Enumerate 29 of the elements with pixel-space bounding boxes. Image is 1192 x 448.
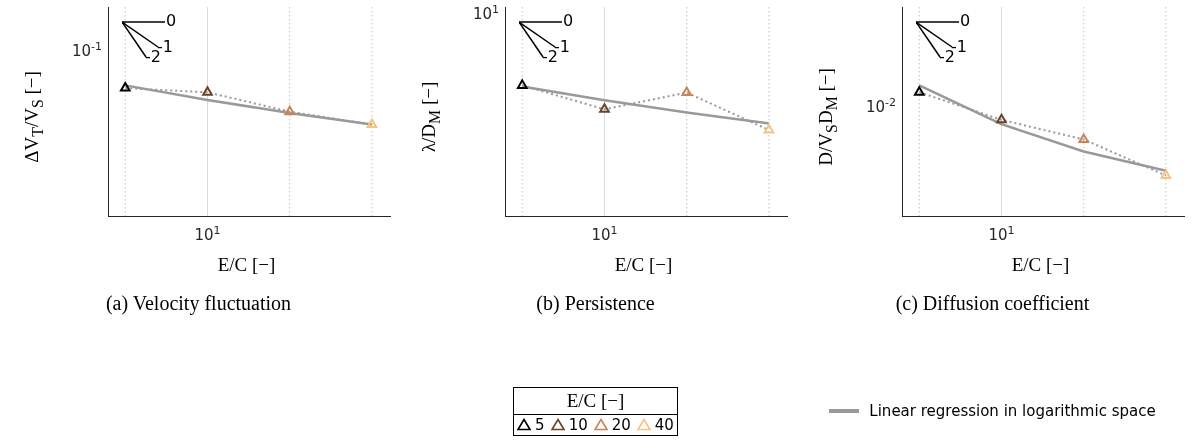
point bbox=[681, 86, 693, 97]
point bbox=[1160, 169, 1172, 180]
point bbox=[599, 103, 610, 113]
text: (a) Velocity fluctuation bbox=[104, 292, 293, 315]
x-axis-title: E/C [−] bbox=[216, 254, 277, 276]
point bbox=[996, 113, 1007, 124]
category-label: 40 bbox=[654, 415, 674, 434]
slope-fan: 0 -1 -2 bbox=[519, 14, 579, 66]
category-label: 10 bbox=[568, 415, 588, 434]
slope-fan: 0 -1 -2 bbox=[122, 14, 182, 66]
point bbox=[1078, 133, 1090, 143]
text: 10 bbox=[865, 98, 886, 116]
legend-label: Linear regression in logarithmic space bbox=[869, 402, 1156, 420]
x-axis-title: E/C [−] bbox=[1010, 254, 1071, 276]
category-label: 5 bbox=[535, 415, 545, 434]
text: (b) Persistence bbox=[535, 292, 656, 315]
text: -2 bbox=[885, 96, 896, 109]
text: E/C [−] bbox=[514, 387, 677, 415]
point bbox=[913, 86, 925, 96]
point bbox=[119, 82, 131, 92]
point bbox=[366, 118, 378, 129]
slope-fan: 0 -1 -2 bbox=[916, 14, 976, 66]
x-axis-title: E/C [−] bbox=[613, 254, 674, 276]
point bbox=[202, 86, 213, 96]
point bbox=[763, 124, 775, 134]
point bbox=[284, 105, 296, 116]
text: (c) Diffusion coefficient bbox=[894, 292, 1091, 315]
category-label: 20 bbox=[611, 415, 631, 434]
point bbox=[516, 79, 528, 89]
